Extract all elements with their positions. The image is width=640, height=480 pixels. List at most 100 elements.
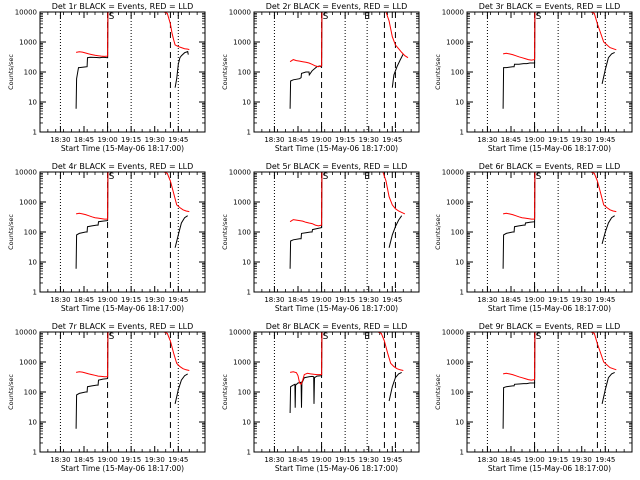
- x-tick-label: 19:30: [359, 296, 379, 304]
- x-tick-label: 19:00: [311, 296, 331, 304]
- annotation-marker: E: [364, 12, 370, 22]
- annotation-marker: E: [364, 332, 370, 342]
- x-tick-label: 19:45: [595, 136, 615, 144]
- x-tick-label: 18:30: [50, 296, 70, 304]
- plot-frame: [253, 331, 420, 453]
- events-series-line: [502, 12, 536, 109]
- x-tick-label: 19:30: [145, 136, 165, 144]
- data-region: [75, 332, 190, 429]
- x-tick-label: 18:45: [74, 456, 94, 464]
- y-tick-label: 1000: [233, 359, 251, 367]
- x-tick-label: 19:30: [359, 136, 379, 144]
- y-tick-label: 10: [28, 99, 37, 107]
- x-tick-label: 18:45: [74, 136, 94, 144]
- events-series-line: [174, 50, 189, 88]
- annotation-marker: S: [109, 332, 115, 342]
- y-tick-label: 10000: [442, 9, 464, 17]
- x-tick-label: 19:45: [382, 136, 402, 144]
- data-region: [502, 332, 617, 429]
- data-region: [289, 172, 406, 269]
- lld-series-line: [290, 332, 323, 386]
- x-tick-label: 19:15: [121, 136, 141, 144]
- x-tick-label: 19:45: [595, 456, 615, 464]
- x-tick-label: 18:30: [264, 296, 284, 304]
- events-series-line: [388, 371, 402, 402]
- y-tick-label: 100: [238, 389, 251, 397]
- y-axis-label: Counts/sec: [221, 374, 229, 410]
- x-tick-label: 19:00: [97, 456, 117, 464]
- events-series-line: [174, 373, 188, 405]
- x-tick-label: 19:30: [572, 456, 592, 464]
- lld-series-line: [76, 172, 109, 220]
- x-tick-label: 19:00: [524, 456, 544, 464]
- y-tick-label: 1000: [446, 39, 464, 47]
- x-tick-label: 19:30: [572, 296, 592, 304]
- y-tick-label: 10: [242, 99, 251, 107]
- y-tick-label: 10000: [229, 169, 251, 177]
- data-region: [75, 172, 190, 269]
- lld-series-line: [590, 12, 617, 51]
- events-series-line: [601, 51, 615, 85]
- lld-series-line: [503, 172, 536, 220]
- plot-frame: [39, 171, 206, 293]
- plot-frame: [466, 11, 633, 133]
- y-tick-label: 1000: [19, 359, 37, 367]
- lld-series-line: [385, 12, 409, 59]
- y-tick-label: 10000: [15, 169, 37, 177]
- y-tick-label: 10000: [229, 329, 251, 337]
- y-tick-label: 100: [24, 389, 37, 397]
- x-tick-label: 19:15: [335, 136, 355, 144]
- y-tick-label: 1000: [19, 39, 37, 47]
- det-panel-7: Det 7r BLACK = Events, RED = LLD 1 10 100 10…: [7, 322, 206, 473]
- annotation-marker: S: [536, 172, 542, 182]
- x-tick-label: 19:15: [121, 296, 141, 304]
- y-tick-label: 1000: [446, 359, 464, 367]
- x-tick-label: 19:45: [168, 296, 188, 304]
- x-tick-label: 18:30: [264, 136, 284, 144]
- x-tick-label: 18:30: [477, 296, 497, 304]
- annotation-marker: S: [109, 12, 115, 22]
- y-tick-label: 100: [238, 229, 251, 237]
- events-series-line: [502, 172, 536, 269]
- panel-title: Det 4r BLACK = Events, RED = LLD: [52, 162, 194, 171]
- y-tick-label: 10: [242, 419, 251, 427]
- panel-title: Det 6r BLACK = Events, RED = LLD: [479, 162, 621, 171]
- events-series-line: [75, 172, 109, 269]
- lld-series-line: [590, 172, 617, 213]
- y-axis-label: Counts/sec: [7, 214, 15, 250]
- plot-frame: [466, 171, 633, 293]
- y-tick-label: 10000: [442, 169, 464, 177]
- data-region: [75, 12, 190, 109]
- annotation-marker: S: [536, 332, 542, 342]
- events-series-line: [502, 332, 536, 429]
- x-tick-label: 18:30: [477, 136, 497, 144]
- x-tick-label: 19:30: [145, 456, 165, 464]
- panel-title: Det 1r BLACK = Events, RED = LLD: [52, 2, 194, 11]
- x-tick-label: 19:00: [311, 136, 331, 144]
- lld-series-line: [382, 172, 406, 215]
- det-panel-5: Det 5r BLACK = Events, RED = LLD 1 10 100 10…: [221, 162, 420, 313]
- y-tick-label: 10000: [442, 329, 464, 337]
- y-tick-label: 10: [28, 419, 37, 427]
- y-tick-label: 10000: [229, 9, 251, 17]
- events-series-line: [601, 215, 615, 245]
- lld-series-line: [163, 332, 190, 371]
- x-tick-label: 18:30: [50, 456, 70, 464]
- panel-title: Det 5r BLACK = Events, RED = LLD: [266, 162, 408, 171]
- y-tick-label: 10: [455, 99, 464, 107]
- y-axis-label: Counts/sec: [7, 374, 15, 410]
- x-tick-label: 19:00: [311, 456, 331, 464]
- y-tick-label: 1: [247, 449, 251, 457]
- x-tick-label: 19:00: [97, 296, 117, 304]
- x-axis-label: Start Time (15-May-06 18:17:00): [488, 304, 611, 313]
- x-tick-label: 18:45: [288, 136, 308, 144]
- events-series-line: [75, 12, 109, 109]
- y-tick-label: 100: [24, 69, 37, 77]
- y-tick-label: 10: [455, 259, 464, 267]
- y-tick-label: 1000: [233, 199, 251, 207]
- x-tick-label: 18:45: [288, 296, 308, 304]
- y-axis-label: Counts/sec: [434, 54, 442, 90]
- panel-title: Det 3r BLACK = Events, RED = LLD: [479, 2, 621, 11]
- x-tick-label: 19:15: [548, 136, 568, 144]
